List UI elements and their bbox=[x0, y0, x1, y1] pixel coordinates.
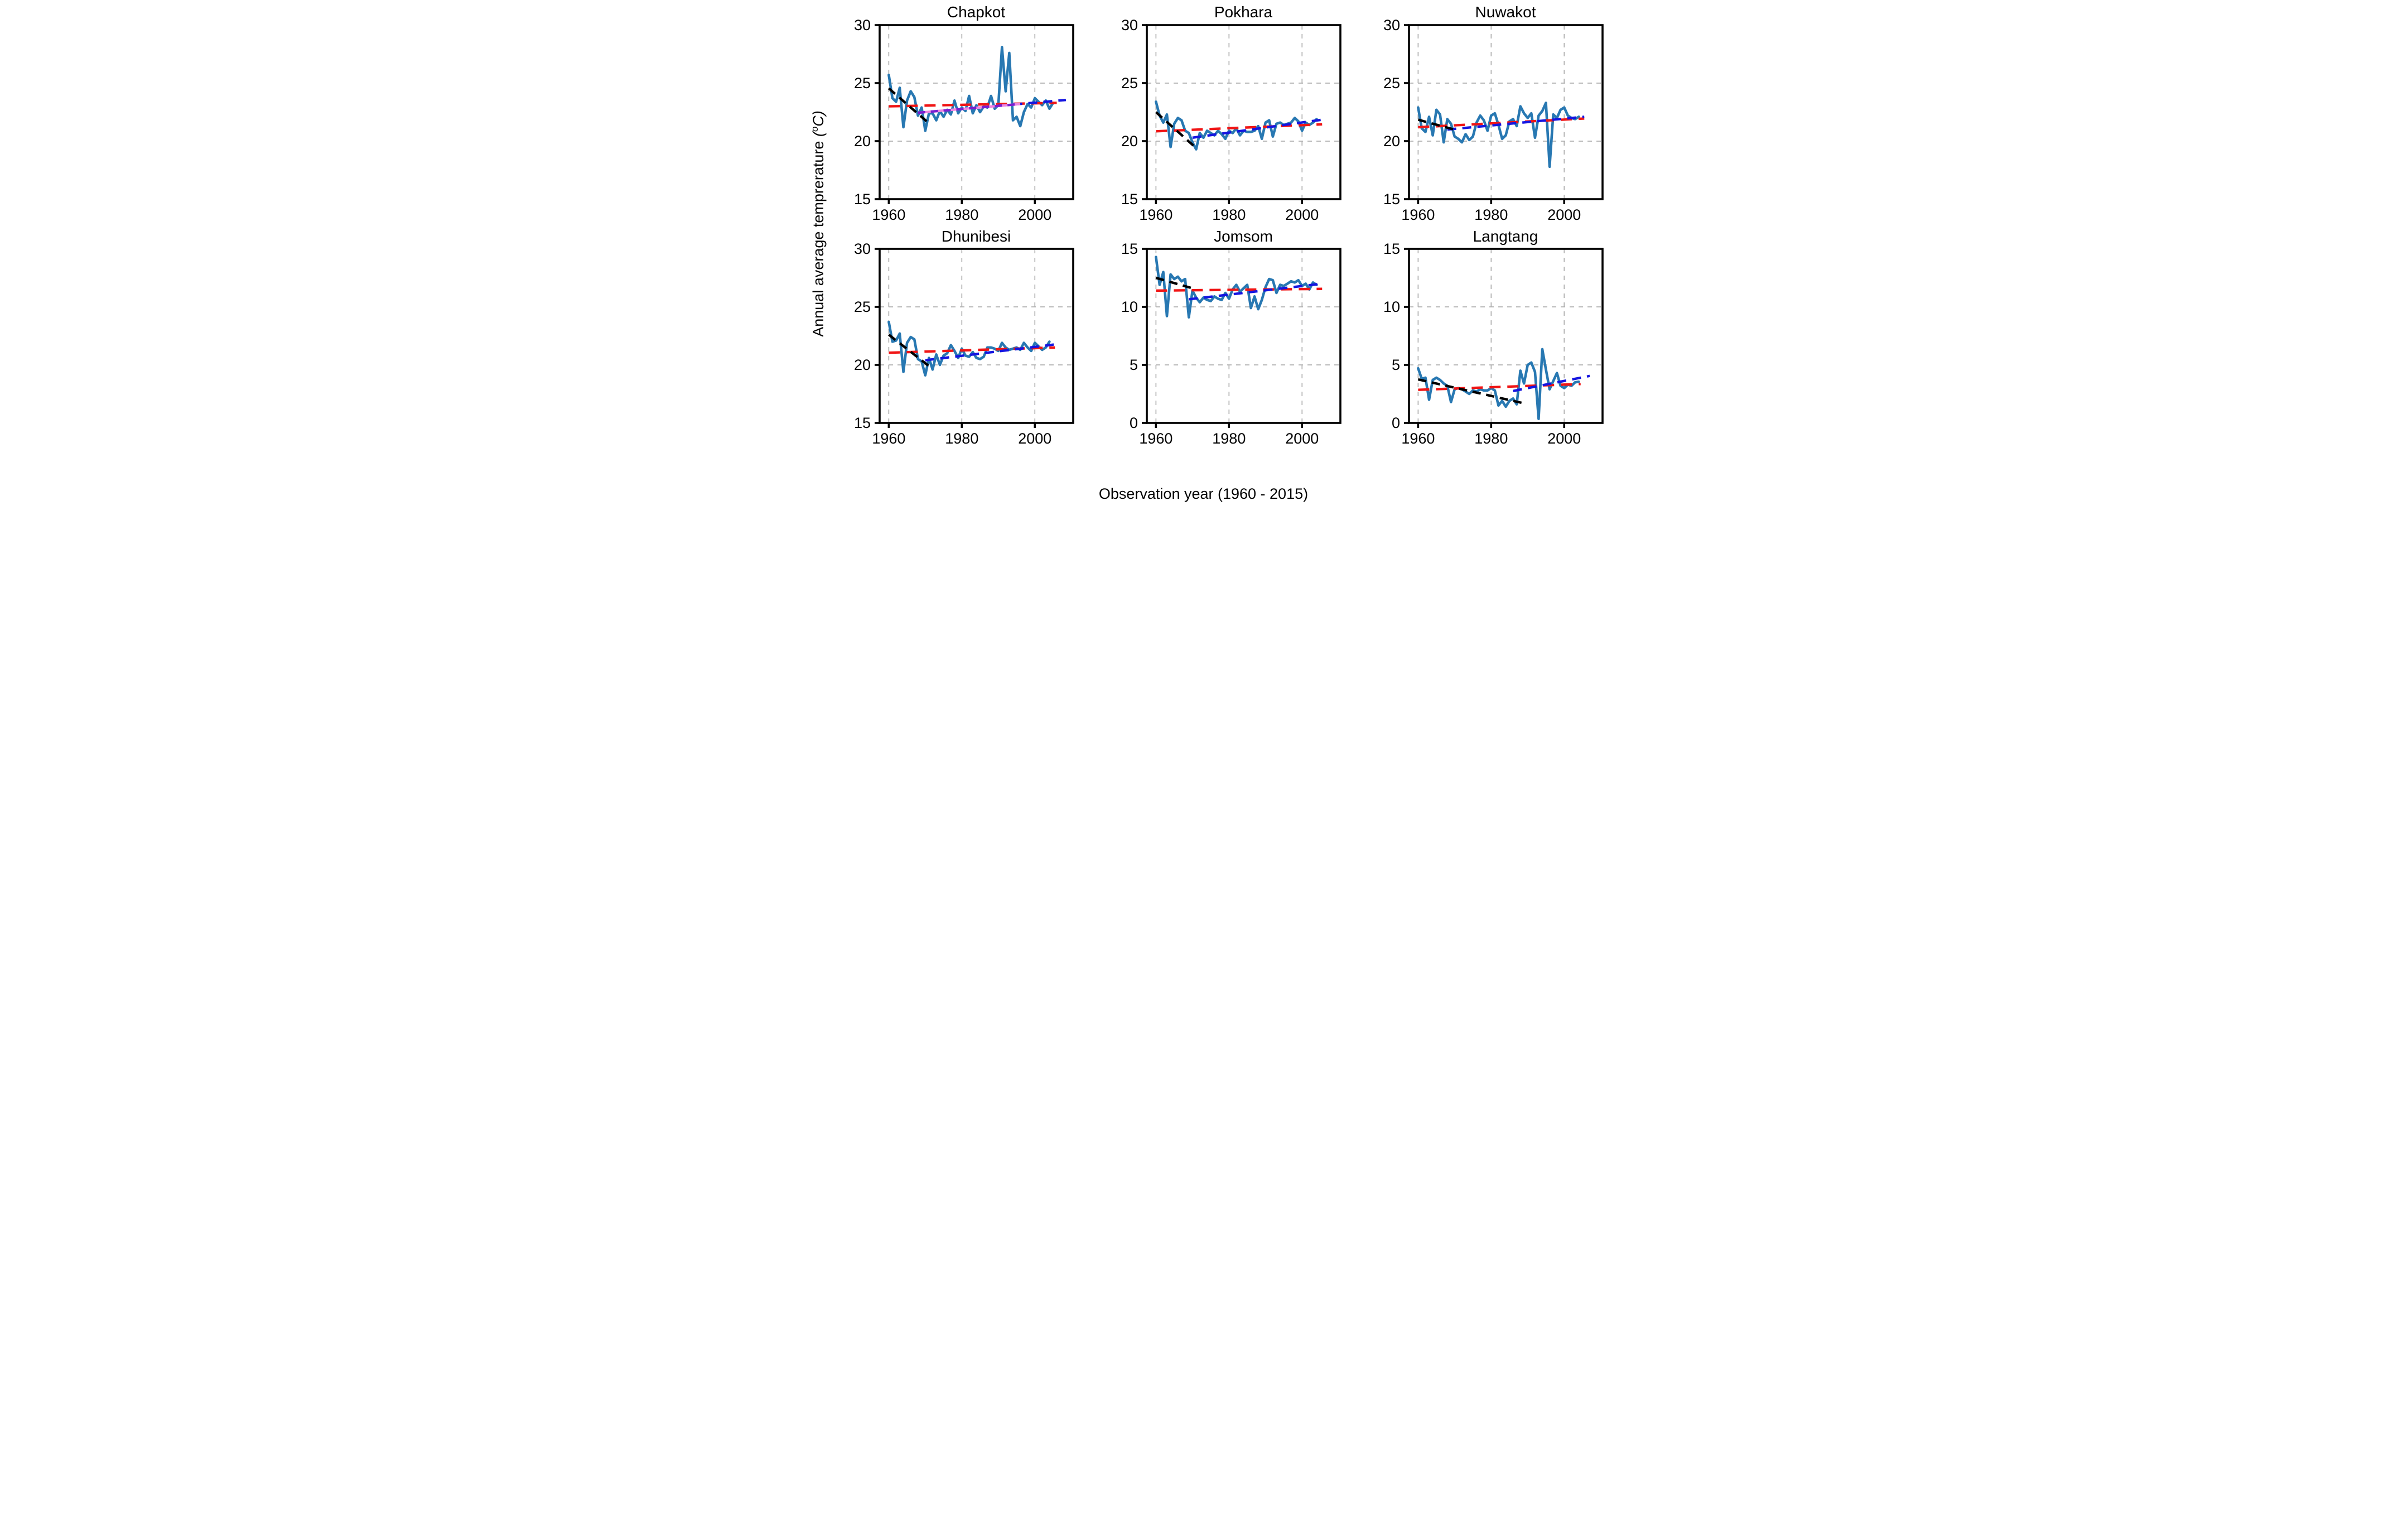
trend-red_dashed_full_period bbox=[1155, 123, 1322, 133]
panel-plot-jomsom: 0 5 10 15 1960 1980 2000 bbox=[1121, 240, 1341, 447]
panel-title-langtang: Langtang bbox=[1473, 228, 1538, 245]
trend-red_dashed_full_period bbox=[888, 102, 1057, 108]
x-tick-label: 1960 bbox=[872, 430, 905, 447]
x-tick-label: 1980 bbox=[945, 206, 978, 223]
x-tick-label: 1980 bbox=[1212, 430, 1246, 447]
y-tick-label: 20 bbox=[853, 133, 870, 150]
x-axis-label: Observation year (1960 - 2015) bbox=[1098, 485, 1309, 502]
series-line-pokhara bbox=[1154, 100, 1318, 151]
trend-black_dashed_early bbox=[1417, 378, 1526, 405]
series-line-nuwakot bbox=[1416, 102, 1580, 168]
y-tick-label: 10 bbox=[1383, 298, 1400, 315]
trend-blue_dashed_recent bbox=[1188, 282, 1323, 301]
x-tick-label: 2000 bbox=[1018, 206, 1051, 223]
panel-plot-dhunibesi: 15 20 25 30 1960 1980 2000 bbox=[853, 240, 1074, 447]
axes-box bbox=[1407, 24, 1604, 200]
trend-black_dashed_early bbox=[887, 334, 930, 367]
y-tick-label: 15 bbox=[853, 415, 870, 431]
y-tick-label: 15 bbox=[853, 191, 870, 208]
y-tick-label: 30 bbox=[853, 17, 870, 33]
y-tick-label: 5 bbox=[1391, 357, 1400, 373]
axes-box bbox=[878, 24, 1074, 200]
x-tick-label: 2000 bbox=[1547, 206, 1581, 223]
y-tick-label: 30 bbox=[1383, 17, 1400, 33]
x-tick-label: 1960 bbox=[1401, 206, 1435, 223]
trend-blue_dashed_recent bbox=[1512, 374, 1590, 392]
y-tick-label: 25 bbox=[853, 75, 870, 92]
x-tick-label: 1980 bbox=[1212, 206, 1246, 223]
trend-blue_dashed_recent bbox=[1447, 115, 1584, 131]
axes-box bbox=[1145, 248, 1341, 424]
y-tick-label: 30 bbox=[853, 240, 870, 257]
degree-superscript: o bbox=[809, 126, 820, 132]
trend-black_dashed_early bbox=[887, 87, 932, 126]
axes-box bbox=[1407, 248, 1604, 424]
panel-title-nuwakot: Nuwakot bbox=[1475, 3, 1536, 21]
x-tick-label: 1960 bbox=[1139, 430, 1172, 447]
x-tick-label: 2000 bbox=[1285, 430, 1319, 447]
y-tick-label: 15 bbox=[1383, 240, 1400, 257]
trend-red_dashed_full_period bbox=[888, 346, 1055, 354]
axes-box bbox=[878, 248, 1074, 424]
y-tick-label: 20 bbox=[1383, 133, 1400, 150]
panel-title-chapkot: Chapkot bbox=[947, 3, 1006, 21]
y-tick-label: 15 bbox=[1121, 240, 1137, 257]
trend-blue_dashed_recent bbox=[925, 343, 1059, 362]
x-tick-label: 1960 bbox=[872, 206, 905, 223]
y-tick-label: 10 bbox=[1121, 298, 1137, 315]
series-line-chapkot bbox=[887, 46, 1054, 132]
trend-black_dashed_early bbox=[1417, 118, 1457, 132]
series-line-jomsom bbox=[1154, 256, 1318, 319]
panel-plot-nuwakot: 15 20 25 30 1960 1980 2000 bbox=[1383, 17, 1604, 223]
x-tick-label: 2000 bbox=[1285, 206, 1319, 223]
y-tick-label: 20 bbox=[1121, 133, 1137, 150]
y-tick-label: 0 bbox=[1391, 415, 1400, 431]
panel-title-jomsom: Jomsom bbox=[1214, 228, 1273, 245]
series-line-dhunibesi bbox=[887, 320, 1051, 377]
x-tick-label: 2000 bbox=[1547, 430, 1581, 447]
panel-title-dhunibesi: Dhunibesi bbox=[941, 228, 1011, 245]
y-tick-label: 25 bbox=[853, 298, 870, 315]
y-tick-label: 30 bbox=[1121, 17, 1137, 33]
x-tick-label: 1980 bbox=[1474, 206, 1508, 223]
y-tick-label: 5 bbox=[1129, 357, 1137, 373]
y-tick-label: 25 bbox=[1383, 75, 1400, 92]
axes-box bbox=[1145, 24, 1341, 200]
panel-plot-pokhara: 15 20 25 30 1960 1980 2000 bbox=[1121, 17, 1341, 223]
series-line-langtang bbox=[1416, 348, 1580, 421]
trend-red_dashed_full_period bbox=[1417, 383, 1581, 391]
panel-title-pokhara: Pokhara bbox=[1214, 3, 1273, 21]
y-tick-label: 20 bbox=[853, 357, 870, 373]
trend-purple_dashed_segment bbox=[918, 103, 1020, 114]
x-tick-label: 1960 bbox=[1401, 430, 1435, 447]
trend-black_dashed_early bbox=[1155, 111, 1195, 148]
x-tick-label: 1980 bbox=[1474, 430, 1508, 447]
trend-blue_dashed_recent bbox=[998, 98, 1066, 107]
y-tick-label: 15 bbox=[1121, 191, 1137, 208]
panel-plot-langtang: 0 5 10 15 1960 1980 2000 bbox=[1383, 240, 1604, 447]
y-tick-label: 0 bbox=[1129, 415, 1137, 431]
x-tick-label: 1960 bbox=[1139, 206, 1172, 223]
trend-red_dashed_full_period bbox=[1155, 287, 1322, 292]
trend-black_dashed_early bbox=[1155, 276, 1193, 290]
trend-red_dashed_full_period bbox=[1417, 117, 1584, 129]
y-tick-label: 15 bbox=[1383, 191, 1400, 208]
y-axis-label: Annual average temprerature (oC) bbox=[807, 0, 827, 464]
y-tick-label: 25 bbox=[1121, 75, 1137, 92]
x-tick-label: 2000 bbox=[1018, 430, 1051, 447]
panel-plot-chapkot: 15 20 25 30 1960 1980 2000 bbox=[853, 17, 1074, 223]
trend-blue_dashed_recent bbox=[1192, 118, 1323, 139]
x-tick-label: 1980 bbox=[945, 430, 978, 447]
figure-annual-average-temperature: Annual average temprerature (oC) Chapkot… bbox=[802, 0, 1606, 512]
